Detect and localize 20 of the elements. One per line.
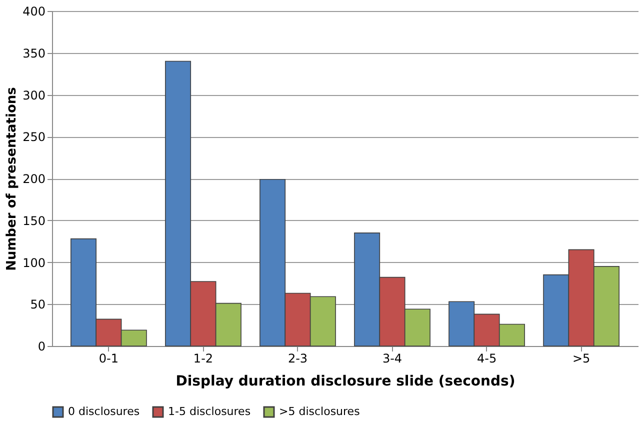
y-axis-title: Number of presentations xyxy=(4,86,20,271)
y-tick-label: 400 xyxy=(22,4,46,18)
y-tick-label: 150 xyxy=(22,214,46,228)
legend-label: 1-5 disclosures xyxy=(168,405,251,418)
y-tick-label: 0 xyxy=(38,340,46,354)
x-tick-label: 2-3 xyxy=(288,352,308,366)
x-tick-label: 1-2 xyxy=(193,352,214,366)
y-tick-label: 250 xyxy=(22,130,46,144)
y-tick-label: 200 xyxy=(22,172,46,186)
x-tick-label: 3-4 xyxy=(382,352,402,366)
x-tick-label: >5 xyxy=(572,352,590,366)
x-tick-label: 0-1 xyxy=(98,352,119,366)
legend-label: 0 disclosures xyxy=(68,405,140,418)
y-tick-label: 350 xyxy=(22,46,46,60)
y-tick-label: 300 xyxy=(22,88,46,102)
legend-label: >5 disclosures xyxy=(279,405,360,418)
x-axis-title: Display duration disclosure slide (seconds) xyxy=(176,374,516,390)
y-tick-label: 100 xyxy=(22,256,46,270)
y-tick-label: 50 xyxy=(30,298,46,312)
x-tick-label: 4-5 xyxy=(476,352,497,366)
